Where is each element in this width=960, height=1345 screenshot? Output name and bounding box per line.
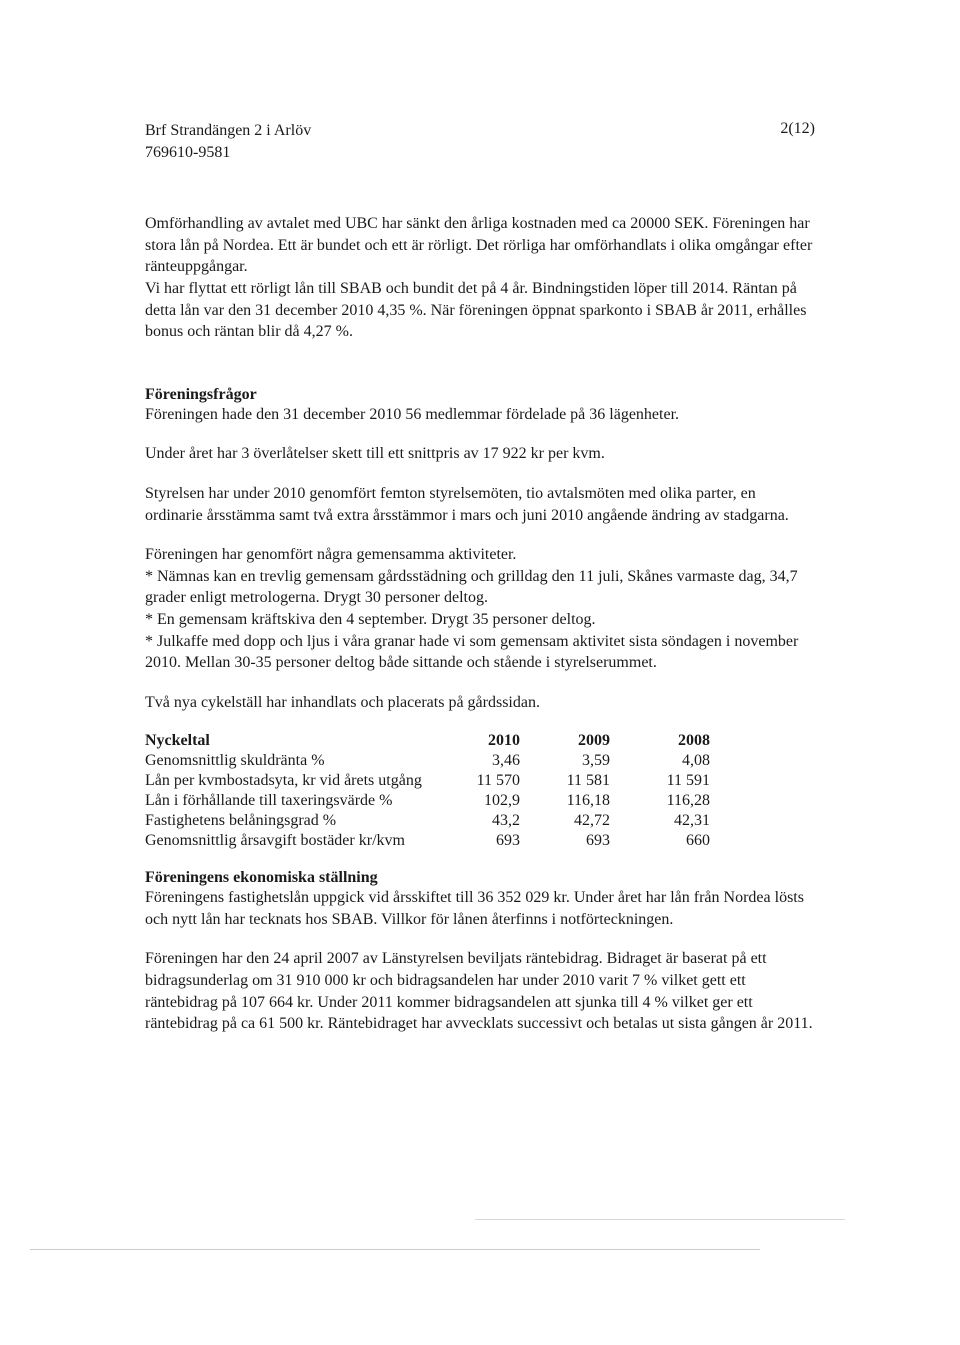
cell: 3,59 <box>520 751 610 771</box>
col-year: 2008 <box>610 731 710 751</box>
cell: 693 <box>520 831 610 851</box>
nyckeltal-title: Nyckeltal <box>145 731 450 751</box>
cell: 116,28 <box>610 791 710 811</box>
scan-artifact-line <box>30 1249 760 1250</box>
paragraph-ubc: Omförhandling av avtalet med UBC har sän… <box>145 213 815 343</box>
scan-artifact-line <box>475 1219 845 1220</box>
document-page: Brf Strandängen 2 i Arlöv 769610-9581 2(… <box>0 0 960 1345</box>
cell: 43,2 <box>450 811 520 831</box>
paragraph-board-meetings: Styrelsen har under 2010 genomfört femto… <box>145 483 815 526</box>
nyckeltal-table: Nyckeltal 2010 2009 2008 Genomsnittlig s… <box>145 731 710 851</box>
activities-block: Föreningen har genomfört några gemensamm… <box>145 544 815 674</box>
cell: 693 <box>450 831 520 851</box>
section-title-ekonomisk: Föreningens ekonomiska ställning <box>145 869 815 887</box>
row-label: Genomsnittlig skuldränta % <box>145 751 450 771</box>
table-row: Fastighetens belåningsgrad % 43,2 42,72 … <box>145 811 710 831</box>
cell: 660 <box>610 831 710 851</box>
page-number: 2(12) <box>780 120 815 163</box>
cell: 11 581 <box>520 771 610 791</box>
org-name: Brf Strandängen 2 i Arlöv <box>145 120 311 142</box>
col-year: 2009 <box>520 731 610 751</box>
paragraph-loans: Föreningens fastighetslån uppgick vid år… <box>145 887 815 930</box>
table-row: Genomsnittlig årsavgift bostäder kr/kvm … <box>145 831 710 851</box>
org-number: 769610-9581 <box>145 142 311 164</box>
cell: 42,72 <box>520 811 610 831</box>
col-year: 2010 <box>450 731 520 751</box>
section-title-foreningsfragor: Föreningsfrågor <box>145 386 815 404</box>
cell: 42,31 <box>610 811 710 831</box>
cell: 11 570 <box>450 771 520 791</box>
row-label: Lån i förhållande till taxeringsvärde % <box>145 791 450 811</box>
table-header-row: Nyckeltal 2010 2009 2008 <box>145 731 710 751</box>
paragraph-rantebidrag: Föreningen har den 24 april 2007 av Läns… <box>145 948 815 1034</box>
header-org: Brf Strandängen 2 i Arlöv 769610-9581 <box>145 120 311 163</box>
row-label: Lån per kvmbostadsyta, kr vid årets utgå… <box>145 771 450 791</box>
cell: 102,9 <box>450 791 520 811</box>
activity-item: * En gemensam kräftskiva den 4 september… <box>145 609 815 631</box>
text: Vi har flyttat ett rörligt lån till SBAB… <box>145 280 806 340</box>
table-row: Genomsnittlig skuldränta % 3,46 3,59 4,0… <box>145 751 710 771</box>
page-header: Brf Strandängen 2 i Arlöv 769610-9581 2(… <box>145 120 815 163</box>
row-label: Fastighetens belåningsgrad % <box>145 811 450 831</box>
activities-intro: Föreningen har genomfört några gemensamm… <box>145 544 815 566</box>
paragraph-members: Föreningen hade den 31 december 2010 56 … <box>145 404 815 426</box>
table-row: Lån per kvmbostadsyta, kr vid årets utgå… <box>145 771 710 791</box>
paragraph-cyclerack: Två nya cykelställ har inhandlats och pl… <box>145 692 815 714</box>
cell: 11 591 <box>610 771 710 791</box>
activity-item: * Julkaffe med dopp och ljus i våra gran… <box>145 631 815 674</box>
activity-item: * Nämnas kan en trevlig gemensam gårdsst… <box>145 566 815 609</box>
cell: 3,46 <box>450 751 520 771</box>
row-label: Genomsnittlig årsavgift bostäder kr/kvm <box>145 831 450 851</box>
paragraph-transfers: Under året har 3 överlåtelser skett till… <box>145 443 815 465</box>
table-row: Lån i förhållande till taxeringsvärde % … <box>145 791 710 811</box>
text: Omförhandling av avtalet med UBC har sän… <box>145 215 812 275</box>
cell: 116,18 <box>520 791 610 811</box>
cell: 4,08 <box>610 751 710 771</box>
